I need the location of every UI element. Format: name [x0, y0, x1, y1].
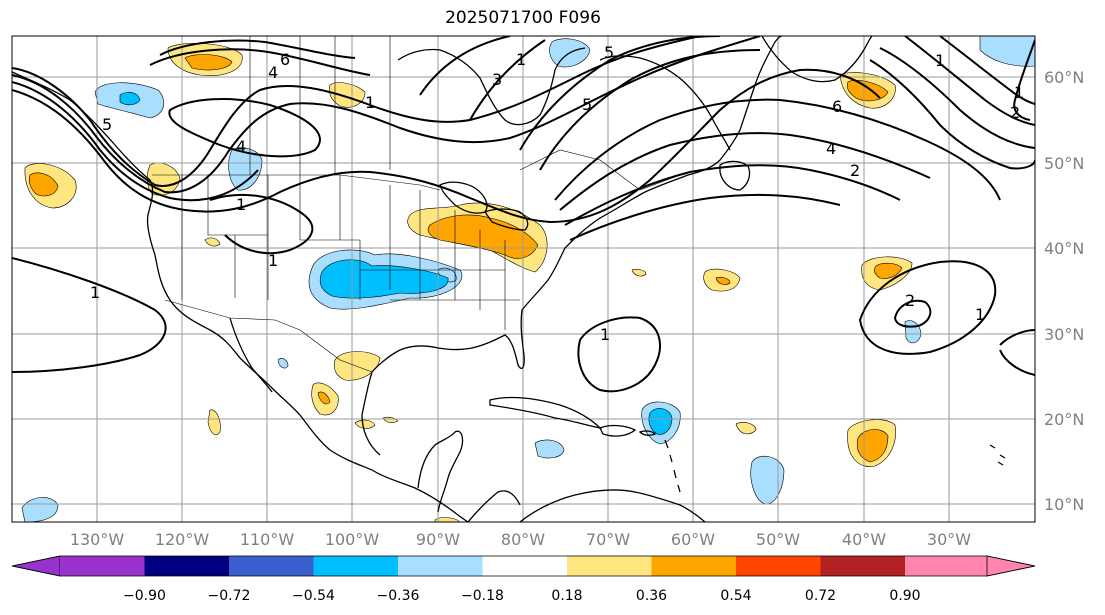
shading-blob — [334, 351, 381, 381]
shading-blob — [750, 455, 785, 505]
shading-blob — [427, 214, 539, 259]
contour-label: 3 — [492, 70, 502, 89]
colorbar-segment — [567, 556, 652, 576]
contour-label: 1 — [365, 93, 375, 112]
colorbar-tick-label: −0.54 — [292, 588, 335, 604]
contour-label-group: 6 5 4 1 4 1 1 5 5 1 3 1 1 6 4 2 1 2 1 1 … — [90, 43, 1024, 344]
shading-blob — [631, 268, 647, 277]
graticule — [12, 36, 1035, 522]
contour-label: 4 — [268, 63, 278, 82]
colorbar-tick-label: −0.18 — [461, 588, 504, 604]
shading-blob — [715, 276, 731, 285]
contour-label: 4 — [236, 137, 246, 156]
contour-label: 1 — [236, 195, 246, 214]
latitude-label: 40°N — [1044, 239, 1084, 258]
colorbar-segment — [820, 556, 905, 576]
map-frame — [11, 35, 1036, 523]
contour-label: 1 — [935, 51, 945, 70]
colorbar-tick-label: 0.90 — [889, 588, 920, 604]
colorbar-extend-high — [986, 555, 1036, 577]
contour-label: 1 — [975, 305, 985, 324]
shading-blob — [277, 358, 289, 369]
longitude-labels: 130°W 120°W 110°W 100°W 90°W 80°W 70°W 6… — [70, 530, 971, 549]
contour-label: 6 — [280, 50, 290, 69]
longitude-label: 50°W — [756, 530, 800, 549]
colorbar-segment — [736, 556, 821, 576]
contour-label: 2 — [850, 161, 860, 180]
colorbar-segment — [229, 556, 314, 576]
latitude-label: 30°N — [1044, 325, 1084, 344]
colorbar-segment — [482, 556, 567, 576]
colorbar-tick-label: 0.18 — [551, 588, 582, 604]
colorbar-tick-label: −0.72 — [208, 588, 251, 604]
colorbar-segment — [313, 556, 398, 576]
contour-label: 6 — [832, 97, 842, 116]
shading-blob — [317, 391, 331, 405]
longitude-label: 100°W — [325, 530, 380, 549]
latitude-labels: 60°N 50°N 40°N 30°N 20°N 10°N — [1044, 68, 1084, 514]
longitude-label: 70°W — [586, 530, 630, 549]
colorbar-segment — [905, 556, 987, 576]
coastlines — [12, 36, 1006, 522]
colorbar: −0.90 −0.72 −0.54 −0.36 −0.18 0.18 0.36 … — [11, 555, 1036, 604]
contour-label: 1 — [600, 325, 610, 344]
page-title: 2025071700 F096 — [445, 8, 601, 28]
shading-blob — [28, 172, 59, 197]
longitude-label: 120°W — [155, 530, 210, 549]
contour-label: 4 — [826, 139, 836, 158]
latitude-label: 60°N — [1044, 68, 1084, 87]
colorbar-segment — [651, 556, 736, 576]
longitude-label: 60°W — [671, 530, 715, 549]
colorbar-tick-label: 0.36 — [636, 588, 667, 604]
colorbar-tick-label: 0.54 — [720, 588, 751, 604]
shading-blob — [856, 429, 889, 463]
contour-label: 2 — [905, 291, 915, 310]
longitude-label: 130°W — [70, 530, 125, 549]
colorbar-segment — [398, 556, 483, 576]
contour-lines — [12, 36, 1035, 393]
shading-blob — [228, 147, 263, 191]
longitude-label: 30°W — [927, 530, 971, 549]
colorbar-segment — [144, 556, 229, 576]
political-borders — [152, 36, 681, 373]
colorbar-tick-label: −0.36 — [377, 588, 420, 604]
shading-blob — [648, 408, 673, 435]
latitude-label: 50°N — [1044, 154, 1084, 173]
colorbar-extend-low — [11, 555, 61, 577]
contour-label: 1 — [268, 251, 278, 270]
shading-blob — [184, 54, 233, 71]
longitude-label: 90°W — [416, 530, 460, 549]
longitude-label: 80°W — [501, 530, 545, 549]
longitude-label: 110°W — [240, 530, 295, 549]
shading-blob — [207, 409, 221, 435]
contour-label: 5 — [102, 115, 112, 134]
contour-label: 1 — [90, 283, 100, 302]
shading-blob — [119, 91, 141, 106]
longitude-label: 40°W — [842, 530, 886, 549]
shading-blob — [534, 439, 565, 459]
colorbar-tick-label: 0.72 — [805, 588, 836, 604]
shading-blob — [204, 237, 221, 247]
colorbar-tick-label: −0.90 — [123, 588, 166, 604]
contour-label: 5 — [582, 95, 592, 114]
latitude-label: 10°N — [1044, 495, 1084, 514]
contour-label: 1 — [516, 50, 526, 69]
shading-blob — [874, 262, 903, 279]
contour-label: 2 — [1010, 103, 1020, 122]
contour-label: 5 — [604, 43, 614, 62]
shading-blob — [434, 517, 461, 522]
colorbar-segment — [60, 556, 145, 576]
latitude-label: 20°N — [1044, 410, 1084, 429]
shading-blob — [735, 422, 757, 435]
contour-label: 1 — [1014, 83, 1024, 102]
